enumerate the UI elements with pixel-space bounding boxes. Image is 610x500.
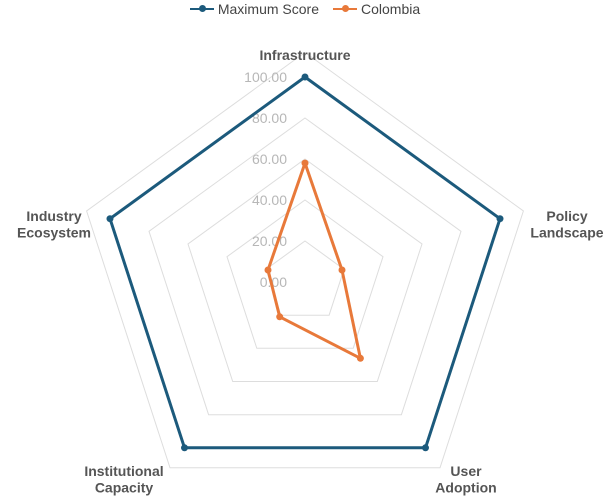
grid-ring-2	[226, 199, 384, 349]
grid-ring-4	[148, 117, 462, 416]
axis-labels: Infrastructure Policy Landscape User Adoptio…	[17, 47, 604, 496]
legend-item-maximum-score[interactable]: Maximum Score	[189, 1, 319, 17]
series-line-maximum-score[interactable]	[108, 75, 502, 450]
axis-label-user-adoption: User Adoption	[435, 463, 496, 496]
legend-swatch-maximum-score	[189, 5, 214, 12]
point-colombia-policy-landscape[interactable]	[338, 266, 346, 274]
axis-label-infrastructure: Infrastructure	[259, 47, 350, 63]
grid-ring-3	[187, 158, 423, 382]
legend-item-colombia[interactable]: Colombia	[333, 1, 420, 17]
grid-ring-1	[265, 240, 345, 316]
point-colombia-user-adoption[interactable]	[356, 354, 364, 362]
tick-label-0: 0.00	[260, 274, 287, 290]
legend-marker-colombia	[342, 5, 349, 12]
tick-label-100: 100.00	[244, 69, 287, 85]
radar-series	[106, 73, 504, 452]
series-line-colombia[interactable]	[266, 161, 362, 360]
radial-tick-labels: 0.00 20.00 40.00 60.00 80.00 100.00	[244, 69, 287, 290]
grid-ring-outer	[86, 51, 524, 469]
legend-label-maximum-score: Maximum Score	[217, 1, 319, 17]
point-maximum-score-infrastructure[interactable]	[301, 73, 309, 81]
legend-swatch-colombia	[333, 5, 357, 12]
point-maximum-score-policy-landscape[interactable]	[496, 215, 504, 223]
tick-label-40: 40.00	[252, 192, 287, 208]
legend-label-colombia: Colombia	[361, 1, 421, 17]
point-colombia-institutional-capacity[interactable]	[276, 313, 284, 321]
point-colombia-industry-ecosystem[interactable]	[264, 266, 272, 274]
tick-label-20: 20.00	[252, 233, 287, 249]
tick-label-60: 60.00	[252, 151, 287, 167]
tick-label-80: 80.00	[252, 110, 287, 126]
grid-ring-5	[109, 76, 501, 449]
point-maximum-score-industry-ecosystem[interactable]	[106, 215, 114, 223]
legend: Maximum Score Colombia	[0, 0, 610, 18]
axis-label-policy-landscape: Policy Landscape	[530, 208, 603, 241]
axis-label-industry-ecosystem: Industry Ecosystem	[17, 208, 91, 241]
axis-label-institutional-capacity: Institutional Capacity	[84, 463, 163, 496]
radar-grid	[86, 51, 524, 469]
point-maximum-score-institutional-capacity[interactable]	[181, 444, 188, 452]
legend-marker-maximum-score	[198, 5, 206, 12]
point-maximum-score-user-adoption[interactable]	[422, 444, 429, 452]
point-colombia-infrastructure[interactable]	[301, 159, 309, 167]
